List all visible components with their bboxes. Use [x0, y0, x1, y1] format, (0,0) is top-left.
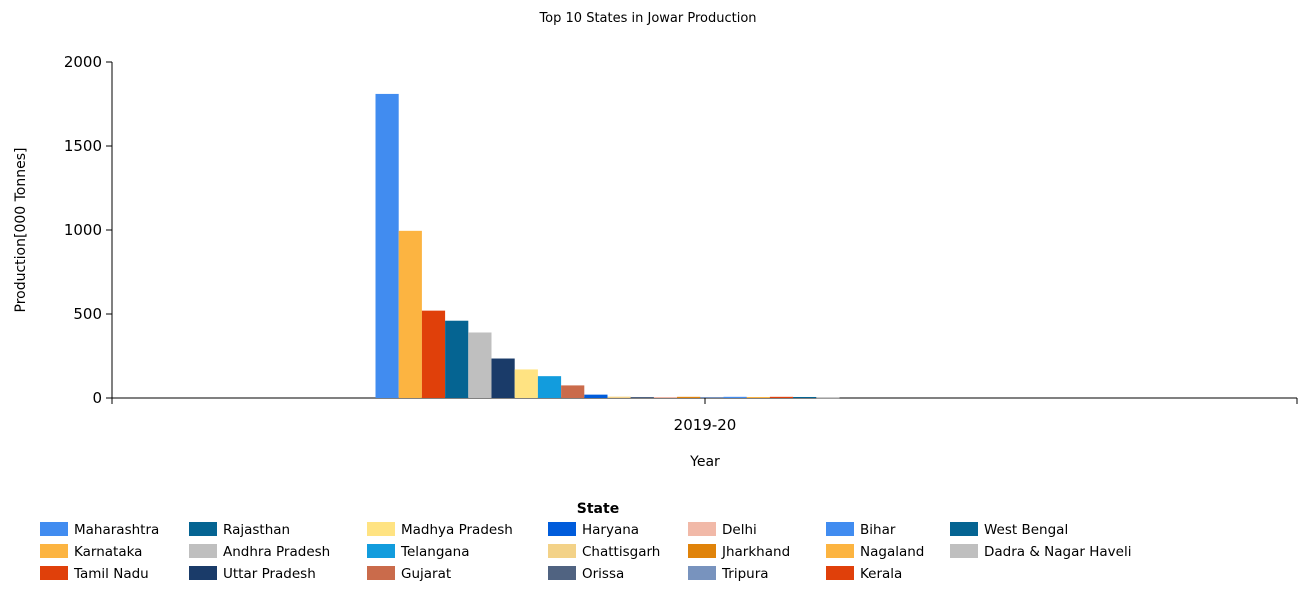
legend-swatch: [40, 544, 68, 558]
bar-tamil-nadu: [421, 310, 446, 398]
legend-label: Rajasthan: [223, 522, 290, 538]
legend-label: Telangana: [400, 544, 470, 560]
bar-tripura: [700, 396, 724, 398]
legend-item-jharkhand: Jharkhand: [688, 544, 790, 560]
legend-label: Orissa: [582, 566, 624, 582]
bar-dadra-nagar-haveli: [816, 397, 840, 399]
legend-swatch: [826, 566, 854, 580]
legend-item-haryana: Haryana: [548, 522, 639, 538]
legend: Maharashtra Karnataka Tamil Nadu Rajasthan A…: [40, 522, 1131, 582]
y-ticks: 0 500 1000 1500 2000: [64, 53, 112, 407]
legend-label: Gujarat: [401, 566, 451, 582]
bar-haryana: [584, 394, 608, 398]
bar-west-bengal: [793, 396, 817, 398]
bar-karnataka: [398, 230, 422, 398]
legend-item-maharashtra: Maharashtra: [40, 522, 159, 538]
legend-swatch: [548, 566, 576, 580]
x-axis-label: Year: [689, 454, 720, 470]
legend-swatch: [950, 544, 978, 558]
legend-label: West Bengal: [984, 522, 1068, 538]
legend-item-andhra-pradesh: Andhra Pradesh: [189, 544, 330, 560]
bar-telangana: [537, 376, 562, 398]
legend-label: Tamil Nadu: [73, 566, 149, 582]
legend-swatch: [688, 522, 716, 536]
y-tick-label: 1000: [64, 221, 102, 239]
legend-item-uttar-pradesh: Uttar Pradesh: [189, 566, 316, 582]
x-tick-label: 2019-20: [674, 416, 737, 434]
legend-swatch: [189, 522, 217, 536]
legend-swatch: [189, 566, 217, 580]
legend-swatch: [189, 544, 217, 558]
legend-label: Madhya Pradesh: [401, 522, 513, 538]
legend-item-nagaland: Nagaland: [826, 544, 924, 560]
legend-item-tripura: Tripura: [688, 566, 769, 582]
y-tick-label: 2000: [64, 53, 102, 71]
legend-label: Karnataka: [74, 544, 142, 560]
legend-label: Maharashtra: [74, 522, 159, 538]
legend-item-chattisgarh: Chattisgarh: [548, 544, 660, 560]
axes: [111, 62, 1298, 404]
legend-swatch: [688, 544, 716, 558]
bar-jharkhand: [677, 396, 701, 398]
legend-item-rajasthan: Rajasthan: [189, 522, 290, 538]
legend-item-delhi: Delhi: [688, 522, 757, 538]
legend-label: Bihar: [860, 522, 896, 538]
legend-label: Tripura: [721, 566, 769, 582]
bar-andhra-pradesh: [468, 332, 492, 398]
x-ticks: 2019-20: [674, 398, 737, 434]
bar-uttar-pradesh: [491, 358, 515, 398]
bar-maharashtra: [375, 93, 399, 399]
y-tick-label: 500: [73, 305, 102, 323]
legend-label: Dadra & Nagar Haveli: [984, 544, 1131, 560]
bar-delhi: [653, 396, 678, 398]
bar-nagaland: [746, 396, 770, 398]
legend-swatch: [40, 566, 68, 580]
bar-orissa: [630, 396, 654, 398]
legend-item-kerala: Kerala: [826, 566, 902, 582]
legend-item-gujarat: Gujarat: [367, 566, 451, 582]
legend-title: State: [577, 501, 619, 517]
legend-item-west-bengal: West Bengal: [950, 522, 1068, 538]
bars-group: [375, 93, 840, 399]
bar-kerala: [769, 396, 794, 398]
legend-swatch: [950, 522, 978, 536]
legend-item-madhya-pradesh: Madhya Pradesh: [367, 522, 513, 538]
legend-swatch: [367, 566, 395, 580]
legend-swatch: [367, 544, 395, 558]
bar-rajasthan: [445, 320, 469, 398]
bar-bihar: [723, 396, 747, 398]
legend-label: Uttar Pradesh: [223, 566, 316, 582]
legend-label: Chattisgarh: [582, 544, 660, 560]
bar-madhya-pradesh: [514, 369, 538, 398]
legend-label: Haryana: [582, 522, 639, 538]
legend-swatch: [688, 566, 716, 580]
legend-item-bihar: Bihar: [826, 522, 896, 538]
bar-chattisgarh: [607, 396, 631, 398]
legend-swatch: [367, 522, 395, 536]
legend-swatch: [826, 522, 854, 536]
legend-swatch: [40, 522, 68, 536]
legend-item-dadra-nagar-haveli: Dadra & Nagar Haveli: [950, 544, 1131, 560]
legend-item-orissa: Orissa: [548, 566, 624, 582]
legend-swatch: [826, 544, 854, 558]
y-tick-label: 0: [92, 389, 102, 407]
legend-swatch: [548, 522, 576, 536]
legend-swatch: [548, 544, 576, 558]
legend-label: Nagaland: [860, 544, 924, 560]
bar-gujarat: [561, 385, 585, 398]
chart-title: Top 10 States in Jowar Production: [538, 11, 756, 26]
y-tick-label: 1500: [64, 137, 102, 155]
legend-label: Andhra Pradesh: [223, 544, 330, 560]
legend-label: Jharkhand: [721, 544, 790, 560]
y-axis-label: Production[000 Tonnes]: [13, 148, 29, 313]
legend-label: Delhi: [722, 522, 757, 538]
legend-label: Kerala: [860, 566, 902, 582]
legend-item-tamil-nadu: Tamil Nadu: [40, 566, 149, 582]
legend-item-telangana: Telangana: [367, 544, 470, 560]
legend-item-karnataka: Karnataka: [40, 544, 142, 560]
